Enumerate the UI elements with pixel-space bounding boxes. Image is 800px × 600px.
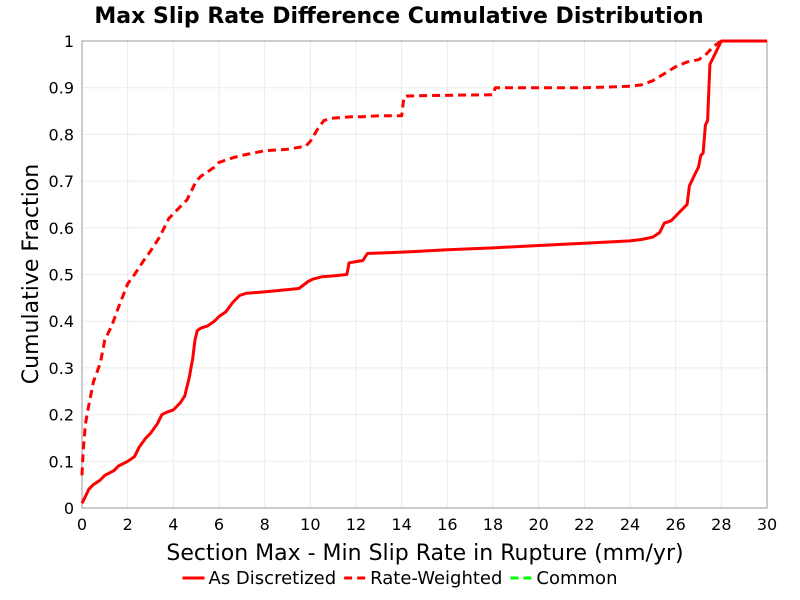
y-axis-label: Cumulative Fraction <box>19 164 44 384</box>
x-tick-label: 28 <box>711 515 731 534</box>
x-tick-label: 14 <box>391 515 411 534</box>
y-tick-label: 0 <box>64 499 74 518</box>
x-tick-label: 18 <box>483 515 503 534</box>
x-tick-label: 10 <box>300 515 320 534</box>
y-tick-label: 0.6 <box>49 219 74 238</box>
gridlines <box>81 40 768 509</box>
x-tick-label: 22 <box>574 515 594 534</box>
series-lines <box>80 39 767 504</box>
series-line-as-discretized <box>80 39 767 504</box>
y-tick-label: 0.7 <box>49 172 74 191</box>
x-tick-label: 30 <box>757 515 777 534</box>
x-tick-label: 4 <box>168 515 178 534</box>
x-tick-label: 12 <box>346 515 366 534</box>
x-tick-label: 16 <box>437 515 457 534</box>
x-tick-label: 24 <box>620 515 640 534</box>
series-line-rate-weighted <box>80 39 767 476</box>
y-tick-label: 0.4 <box>49 312 74 331</box>
legend: As Discretized Rate-Weighted Common <box>182 568 617 589</box>
y-tick-label: 0.5 <box>49 266 74 285</box>
x-tick-label: 6 <box>214 515 224 534</box>
x-tick-label: 0 <box>77 515 87 534</box>
x-tick-label: 26 <box>665 515 685 534</box>
y-tick-label: 0.3 <box>49 359 74 378</box>
legend-label-common: Common <box>536 568 617 589</box>
y-tick-label: 0.9 <box>49 79 74 98</box>
legend-label-rate-weighted: Rate-Weighted <box>370 568 502 589</box>
y-tick-labels: 0 0.1 0.2 0.3 0.4 0.5 0.6 0.7 0.8 0.9 1 <box>49 32 74 518</box>
x-axis-label: Section Max - Min Slip Rate in Rupture (… <box>166 541 683 566</box>
x-tick-label: 20 <box>528 515 548 534</box>
legend-label-as-discretized: As Discretized <box>209 568 337 589</box>
x-tick-label: 2 <box>123 515 133 534</box>
x-tick-labels: 0 2 4 6 8 10 12 14 16 18 20 22 24 26 28 30 <box>77 515 777 534</box>
x-tick-label: 8 <box>260 515 270 534</box>
y-tick-label: 1 <box>64 32 74 51</box>
y-tick-label: 0.8 <box>49 125 74 144</box>
y-tick-label: 0.1 <box>49 452 74 471</box>
y-tick-label: 0.2 <box>49 406 74 425</box>
chart-title: Max Slip Rate Difference Cumulative Dist… <box>94 4 703 29</box>
plot-area <box>81 40 768 509</box>
